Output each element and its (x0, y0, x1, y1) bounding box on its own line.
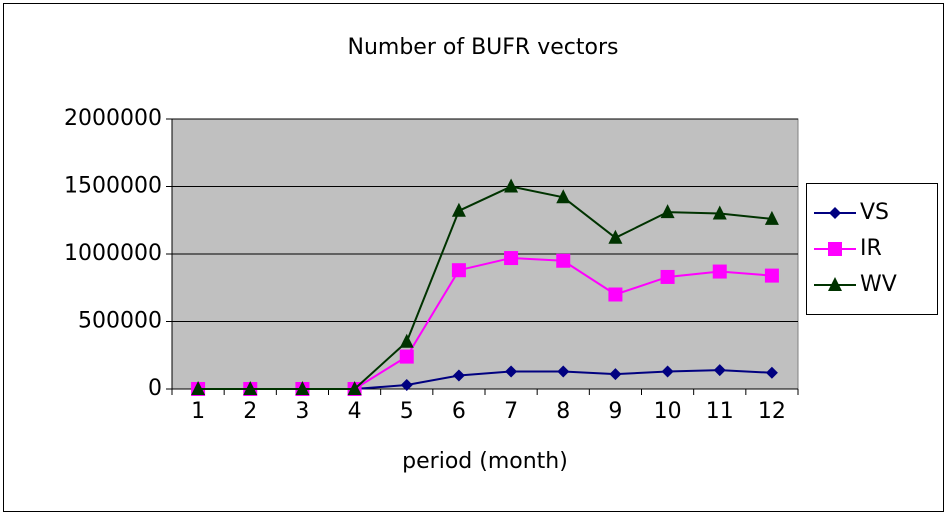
data-point (399, 333, 414, 348)
data-point (764, 268, 779, 283)
data-point (452, 369, 465, 382)
data-point (347, 381, 362, 395)
data-point (764, 210, 779, 225)
y-tick-label: 1000000 (64, 241, 162, 266)
x-tick-label: 1 (191, 399, 205, 424)
data-point (556, 253, 571, 268)
legend-label: IR (860, 236, 882, 261)
x-tick-label: 12 (758, 399, 786, 424)
data-point (505, 365, 518, 378)
legend-marker (829, 207, 841, 219)
data-point (713, 364, 726, 377)
data-point (765, 366, 778, 379)
y-tick-label: 2000000 (64, 106, 162, 131)
data-point (608, 229, 623, 244)
x-tick-label: 8 (556, 399, 570, 424)
data-point (660, 204, 675, 219)
data-point (557, 365, 570, 378)
y-tick-label: 0 (148, 376, 162, 401)
data-point (661, 365, 674, 378)
legend-label: WV (860, 272, 897, 297)
chart-title: Number of BUFR vectors (348, 35, 619, 60)
x-tick-label: 9 (608, 399, 622, 424)
y-tick-label: 500000 (78, 309, 162, 334)
x-tick-label: 7 (504, 399, 518, 424)
data-point (451, 202, 466, 217)
data-point (451, 263, 466, 278)
x-tick-label: 3 (295, 399, 309, 424)
data-point (609, 368, 622, 381)
data-point (660, 269, 675, 284)
x-axis-label: period (month) (402, 449, 568, 474)
x-tick-label: 10 (654, 399, 682, 424)
data-point (295, 381, 310, 395)
data-point (712, 205, 727, 220)
data-point (556, 189, 571, 204)
x-tick-label: 6 (452, 399, 466, 424)
y-tick-label: 1500000 (64, 174, 162, 199)
x-tick-label: 5 (400, 399, 414, 424)
data-point (504, 251, 519, 266)
x-tick-label: 11 (706, 399, 734, 424)
data-point (191, 381, 206, 395)
x-tick-label: 4 (348, 399, 362, 424)
data-point (504, 178, 519, 193)
legend-marker (828, 242, 842, 256)
data-point (608, 287, 623, 302)
series-line (198, 185, 773, 390)
data-point (400, 378, 413, 391)
data-point (712, 264, 727, 279)
x-tick-label: 2 (243, 399, 257, 424)
data-point (399, 349, 414, 364)
data-point (243, 381, 258, 395)
legend-label: VS (860, 200, 889, 225)
legend-marker (828, 277, 842, 291)
